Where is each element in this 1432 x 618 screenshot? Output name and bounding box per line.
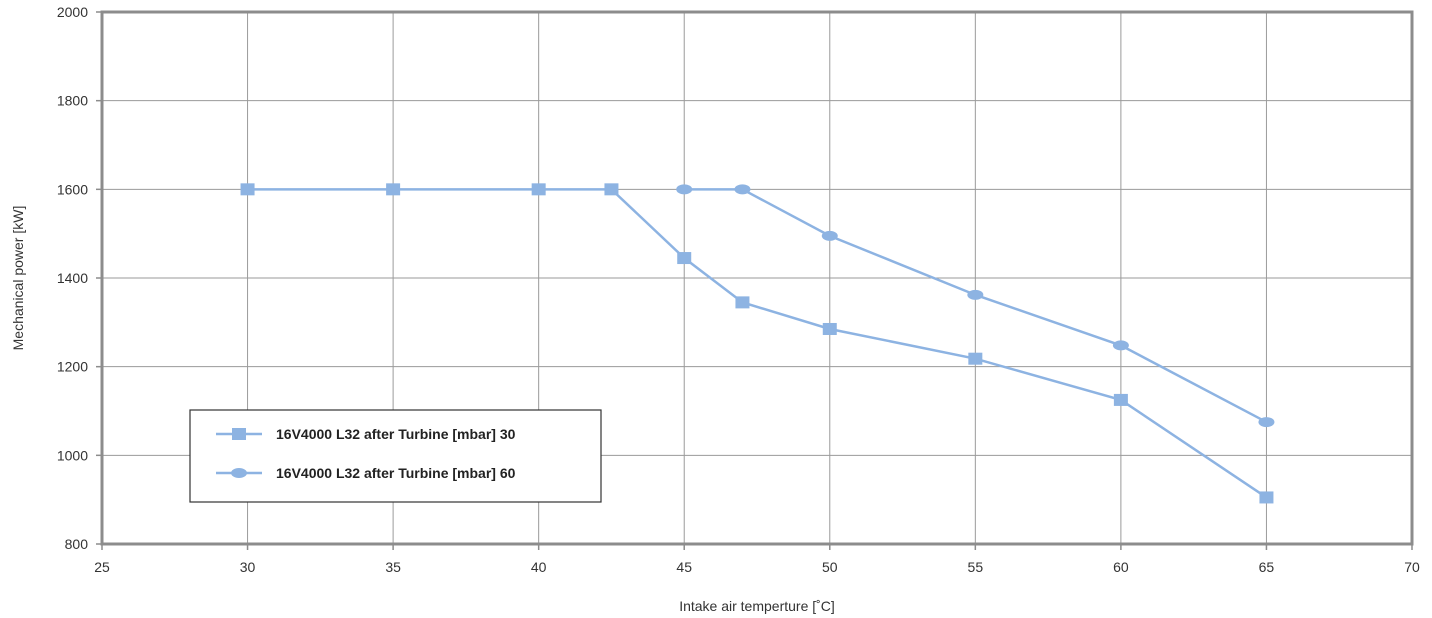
- y-tick-label: 1200: [57, 359, 88, 375]
- series-1-point: [386, 183, 401, 196]
- x-tick-label: 25: [94, 559, 110, 575]
- x-axis-title: Intake air temperture [˚C]: [679, 598, 835, 614]
- legend-item: 16V4000 L32 after Turbine [mbar] 30: [216, 426, 516, 442]
- x-tick-label: 55: [968, 559, 984, 575]
- series-2-point: [1112, 340, 1129, 351]
- series-2-line: [684, 188, 1268, 424]
- series-2-point: [821, 230, 838, 241]
- series-2-point: [967, 289, 984, 300]
- x-tick-label: 45: [676, 559, 692, 575]
- axes: 25 30 35 40 45 50 55 60 65 70 800 1000 1200 1400 1600 1…: [57, 4, 1420, 575]
- series-2-point: [734, 184, 751, 195]
- y-tick-label: 1600: [57, 181, 88, 197]
- legend-label: 16V4000 L32 after Turbine [mbar] 60: [276, 465, 516, 481]
- x-tick-label: 60: [1113, 559, 1129, 575]
- series-1-point: [735, 296, 750, 309]
- x-tick-label: 65: [1259, 559, 1275, 575]
- series-1-point: [968, 352, 983, 365]
- series-2-point: [676, 184, 693, 195]
- x-tick-label: 40: [531, 559, 547, 575]
- y-tick-label: 2000: [57, 4, 88, 20]
- series-1-line: [247, 188, 1268, 499]
- series-1-point: [531, 183, 546, 196]
- legend-label: 16V4000 L32 after Turbine [mbar] 30: [276, 426, 516, 442]
- x-tick-label: 35: [385, 559, 401, 575]
- series-1-point: [822, 322, 837, 335]
- x-tick-label: 70: [1404, 559, 1420, 575]
- series-group: [240, 183, 1275, 504]
- y-tick-label: 1800: [57, 93, 88, 109]
- x-tick-label: 30: [240, 559, 256, 575]
- legend: 16V4000 L32 after Turbine [mbar] 30 16V40…: [189, 409, 602, 503]
- series-2: [676, 184, 1275, 428]
- series-1-point: [1259, 491, 1274, 504]
- square-marker-icon: [232, 428, 246, 440]
- x-tick-label: 50: [822, 559, 838, 575]
- legend-item: 16V4000 L32 after Turbine [mbar] 60: [216, 465, 516, 481]
- y-axis-title: Mechanical power [kW]: [10, 206, 26, 351]
- y-tick-label: 800: [65, 536, 89, 552]
- series-1-point: [604, 183, 619, 196]
- series-1: [240, 183, 1274, 504]
- y-tick-label: 1000: [57, 447, 88, 463]
- y-tick-label: 1400: [57, 270, 88, 286]
- legend-box: [189, 409, 602, 503]
- circle-marker-icon: [231, 468, 247, 478]
- series-1-point: [677, 252, 692, 265]
- series-1-point: [240, 183, 255, 196]
- series-2-point: [1258, 417, 1275, 428]
- series-1-point: [1113, 393, 1128, 406]
